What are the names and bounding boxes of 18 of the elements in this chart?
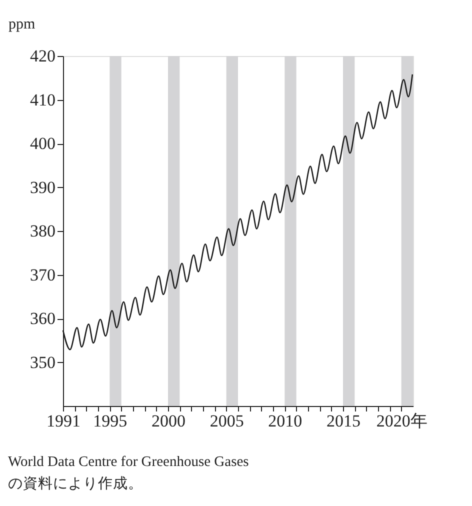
y-tick-label: 410 — [30, 90, 56, 110]
y-tick-label: 350 — [30, 352, 56, 372]
y-tick-label: 370 — [30, 265, 56, 284]
y-tick-label: 390 — [30, 178, 56, 197]
x-tick-label: 2005 — [210, 412, 244, 430]
x-tick-label: 2000 — [152, 412, 186, 430]
x-tick-label: 1991 — [46, 412, 80, 430]
y-tick-label: 420 — [30, 46, 56, 66]
x-tick-label: 2010 — [268, 412, 302, 430]
y-tick-label: 380 — [30, 222, 56, 240]
x-tick-label: 2020年 — [376, 412, 428, 430]
text: World Data Centre for Greenhouse Gases — [8, 454, 250, 470]
y-axis-title: ppm — [8, 16, 36, 32]
x-tick-label: 2015 — [326, 412, 360, 430]
y-tick-label: 360 — [30, 309, 56, 328]
y-tick-label: 400 — [30, 134, 56, 153]
text: の資料により作成。 — [8, 475, 143, 492]
x-tick-label: 1995 — [93, 412, 128, 430]
